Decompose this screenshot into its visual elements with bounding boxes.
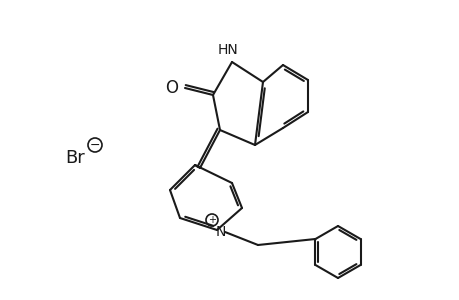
- Text: +: +: [207, 215, 216, 225]
- Text: O: O: [165, 79, 178, 97]
- Text: HN: HN: [217, 43, 238, 57]
- Text: −: −: [90, 139, 100, 152]
- Text: N: N: [215, 225, 226, 239]
- Text: Br: Br: [65, 149, 85, 167]
